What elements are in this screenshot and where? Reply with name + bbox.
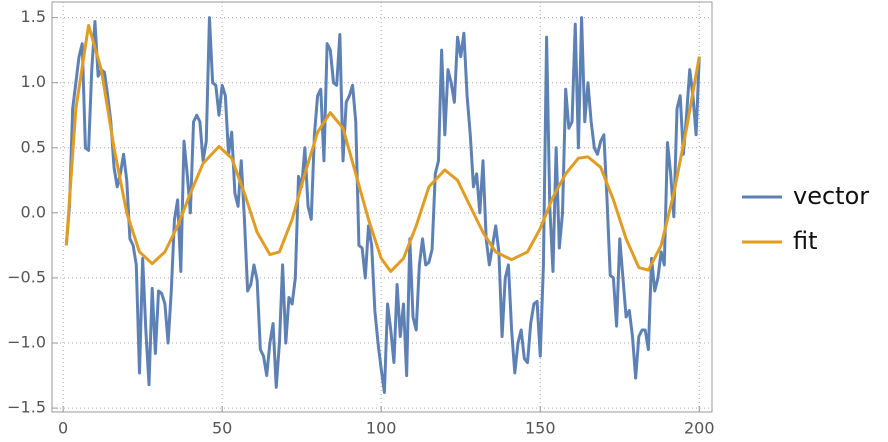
y-tick-label: −1.0 <box>7 333 46 352</box>
frame <box>51 1 713 413</box>
x-tick-label: 150 <box>525 419 556 438</box>
legend-label: vector <box>793 182 869 210</box>
series-line <box>64 23 701 273</box>
x-tick-label: 0 <box>58 419 68 438</box>
y-tick-label: 1.0 <box>21 72 46 91</box>
series-line <box>64 16 701 394</box>
legend-label: fit <box>793 227 818 255</box>
y-tick-label: 1.5 <box>21 7 46 26</box>
x-tick-label: 100 <box>366 419 397 438</box>
y-tick-label: −0.5 <box>7 267 46 286</box>
x-tick-label: 200 <box>684 419 715 438</box>
y-tick-label: 0.5 <box>21 137 46 156</box>
y-tick-label: −1.5 <box>7 398 46 417</box>
x-tick-label: 50 <box>212 419 232 438</box>
y-tick-label: 0.0 <box>21 202 46 221</box>
